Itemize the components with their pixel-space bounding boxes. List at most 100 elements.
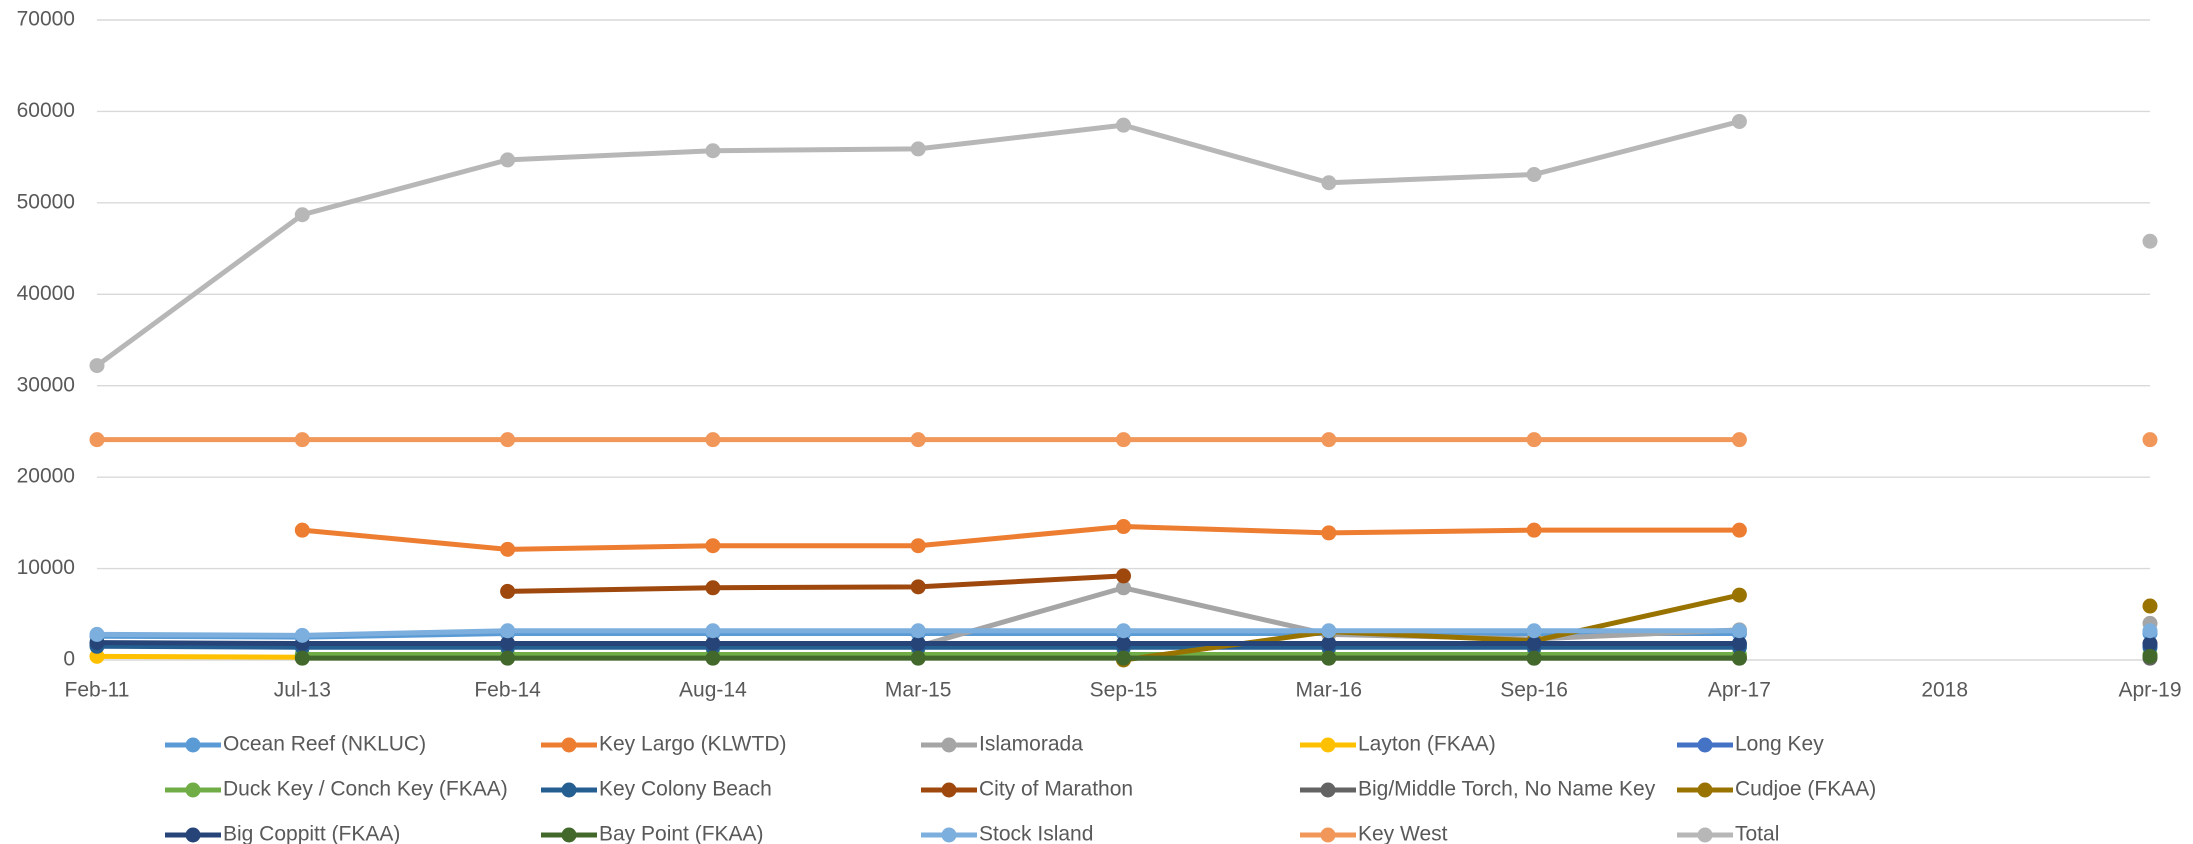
legend-item: Total — [1677, 823, 1779, 844]
data-point — [1731, 587, 1747, 603]
x-tick-label: Apr-19 — [2118, 679, 2181, 702]
legend-label: Key Colony Beach — [599, 778, 772, 801]
legend-label: Cudjoe (FKAA) — [1735, 778, 1876, 801]
legend-label: Long Key — [1735, 733, 1824, 756]
y-tick-label: 0 — [63, 648, 75, 671]
legend-item: Key Largo (KLWTD) — [541, 733, 787, 756]
y-tick-label: 30000 — [17, 373, 75, 396]
data-point — [500, 623, 516, 639]
series-line — [302, 524, 1740, 552]
data-point — [500, 583, 516, 599]
data-point — [294, 627, 310, 643]
x-tick-label: Mar-15 — [885, 679, 952, 702]
legend-marker — [941, 827, 957, 843]
data-point — [910, 432, 926, 448]
data-point — [705, 580, 721, 596]
legend-label: Key West — [1358, 823, 1448, 844]
data-point — [500, 152, 516, 168]
legend-marker — [561, 827, 577, 843]
data-point — [1321, 636, 1337, 652]
data-point — [294, 207, 310, 223]
legend-item: Key West — [1300, 823, 1448, 844]
data-point — [1731, 113, 1747, 129]
legend-marker — [1320, 782, 1336, 798]
series-line — [97, 121, 2150, 365]
x-tick-label: Sep-15 — [1090, 679, 1158, 702]
x-tick-label: Aug-14 — [679, 679, 747, 702]
legend-marker — [561, 782, 577, 798]
y-tick-label: 20000 — [17, 465, 75, 488]
data-point — [1116, 636, 1131, 652]
data-point — [2142, 432, 2158, 448]
legend-item: Big/Middle Torch, No Name Key — [1300, 778, 1656, 801]
data-point — [2142, 623, 2158, 639]
data-point — [294, 432, 310, 448]
x-tick-label: Sep-16 — [1500, 679, 1568, 702]
legend-item: Bay Point (FKAA) — [541, 823, 764, 844]
data-point — [1116, 650, 1131, 666]
data-point — [294, 522, 310, 538]
data-point — [910, 636, 926, 652]
x-tick-label: Mar-16 — [1296, 679, 1363, 702]
data-point — [705, 623, 721, 639]
x-tick-label: Feb-11 — [65, 679, 130, 702]
data-point — [1526, 432, 1542, 448]
y-tick-label: 60000 — [17, 99, 75, 122]
data-point — [2142, 598, 2158, 614]
data-point — [1321, 432, 1337, 448]
data-point — [2142, 233, 2158, 249]
legend-item: Ocean Reef (NKLUC) — [165, 733, 426, 756]
data-point — [1321, 175, 1337, 191]
data-point — [705, 538, 721, 554]
data-point — [1321, 650, 1337, 666]
series-line — [507, 573, 1124, 594]
data-point — [1731, 432, 1747, 448]
legend-item: Key Colony Beach — [541, 778, 772, 801]
y-tick-label: 10000 — [17, 556, 75, 579]
data-point — [1731, 650, 1747, 666]
data-point — [1731, 623, 1747, 639]
data-point — [89, 432, 105, 448]
data-point — [2142, 636, 2158, 652]
data-point — [89, 626, 105, 642]
legend-marker — [1320, 827, 1336, 843]
legend-item: Big Coppitt (FKAA) — [165, 823, 400, 844]
legend-label: Bay Point (FKAA) — [599, 823, 764, 844]
legend-label: Layton (FKAA) — [1358, 733, 1496, 756]
legend-label: Islamorada — [979, 733, 1083, 756]
legend-marker — [185, 827, 201, 843]
legend-marker — [1697, 782, 1713, 798]
legend-marker — [561, 737, 577, 753]
data-point — [1526, 636, 1542, 652]
data-point — [1321, 525, 1337, 541]
legend-marker — [1320, 737, 1336, 753]
y-tick-label: 70000 — [17, 8, 75, 31]
data-point — [910, 623, 926, 639]
data-point — [1526, 650, 1542, 666]
data-point — [500, 636, 516, 652]
data-point — [500, 541, 516, 557]
data-point — [1321, 623, 1337, 639]
data-point — [705, 432, 721, 448]
legend-marker — [941, 782, 957, 798]
data-point — [705, 636, 721, 652]
data-point — [89, 358, 105, 374]
data-point — [910, 141, 926, 157]
data-point — [705, 143, 721, 159]
data-point — [1526, 522, 1542, 538]
data-point — [1116, 432, 1131, 448]
legend-label: Ocean Reef (NKLUC) — [223, 733, 426, 756]
data-point — [910, 538, 926, 554]
legend-item: Long Key — [1677, 733, 1824, 756]
legend-marker — [1697, 827, 1713, 843]
data-point — [910, 579, 926, 595]
y-tick-label: 40000 — [17, 282, 75, 305]
legend-label: Total — [1735, 823, 1779, 844]
legend-item: City of Marathon — [921, 778, 1133, 801]
x-tick-label: 2018 — [1921, 679, 1968, 702]
data-point — [1116, 623, 1131, 639]
legend-label: Big Coppitt (FKAA) — [223, 823, 400, 844]
data-point — [500, 432, 516, 448]
legend-marker — [185, 782, 201, 798]
data-point — [1116, 568, 1131, 584]
